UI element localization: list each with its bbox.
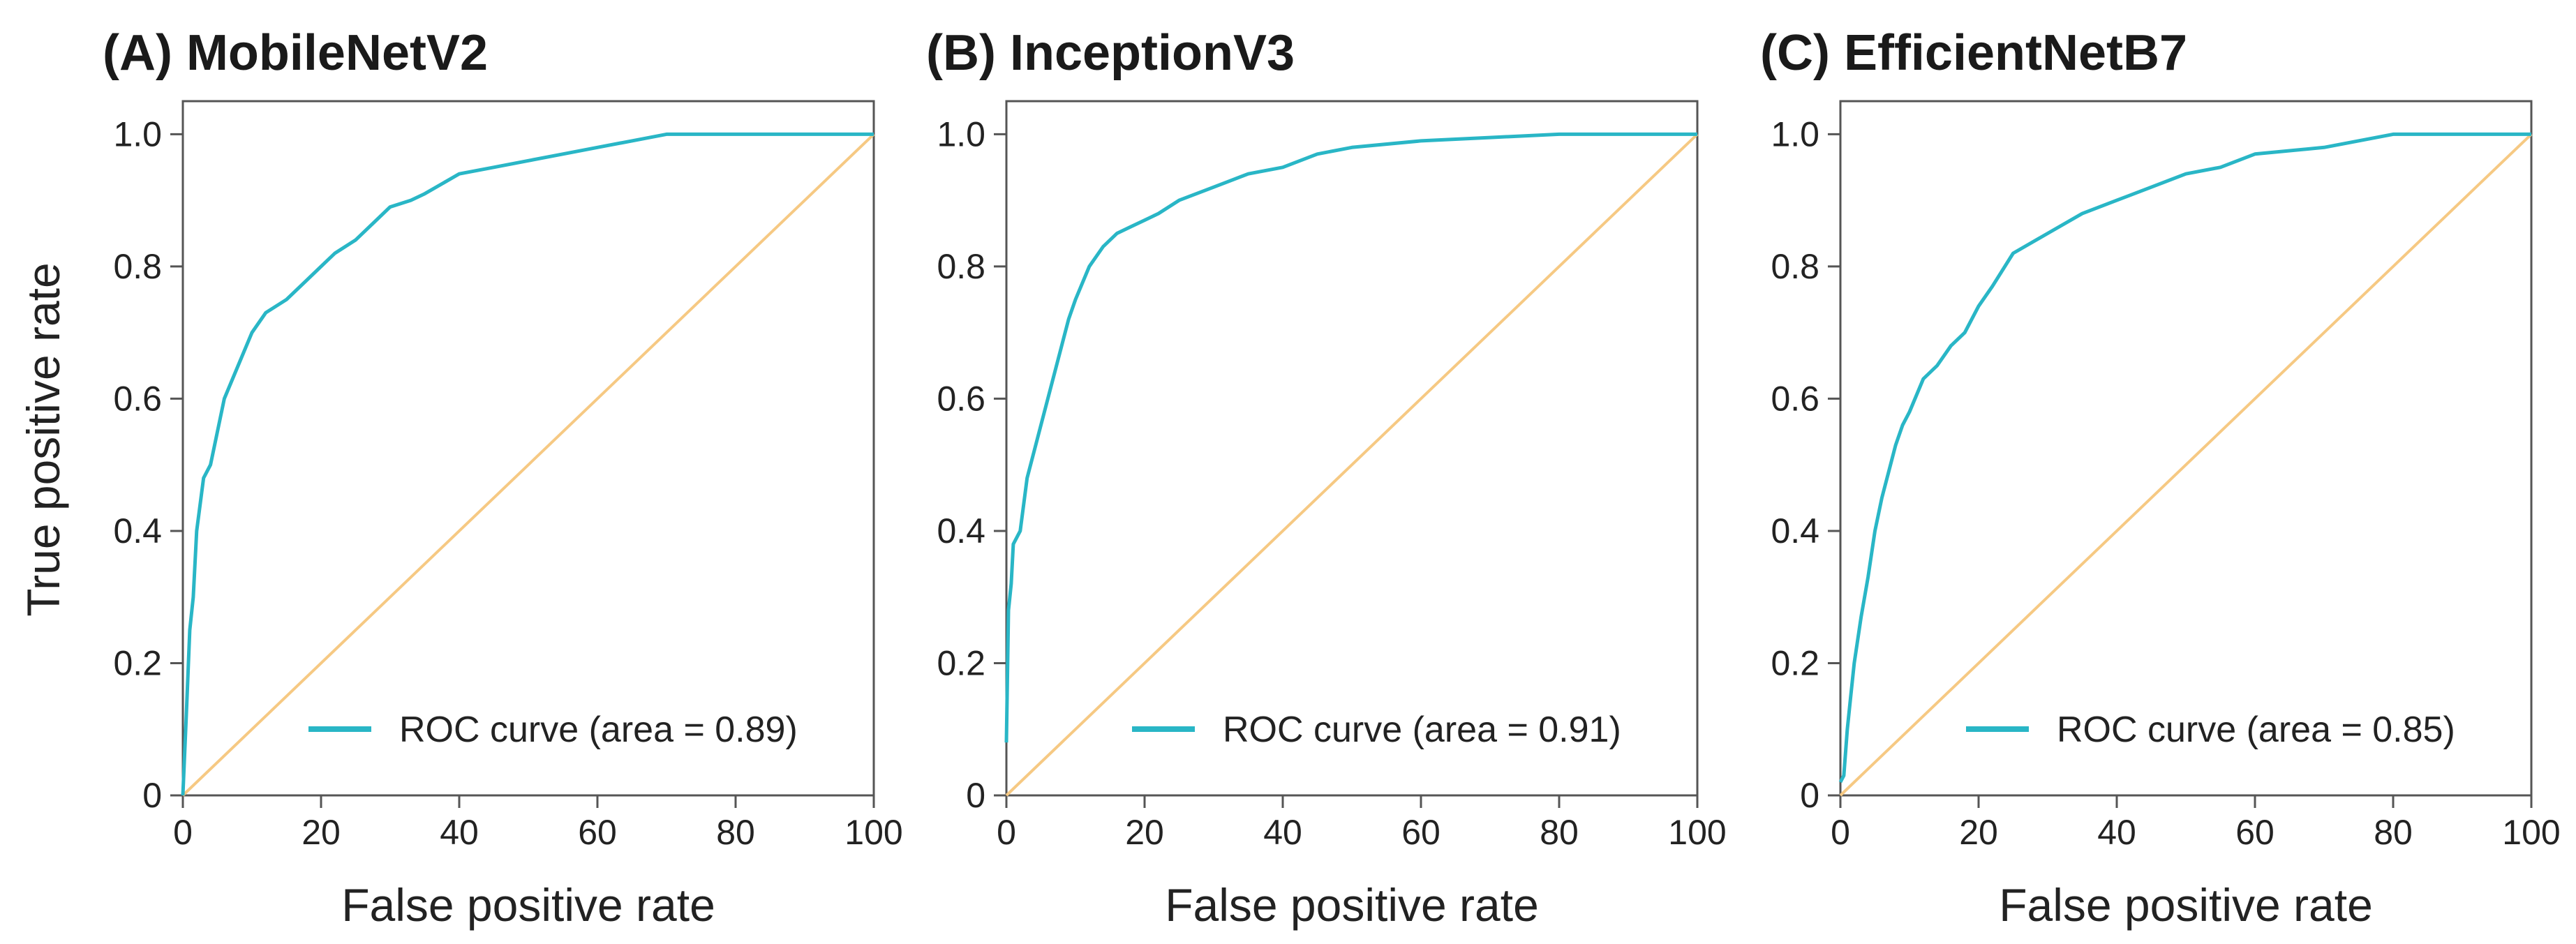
x-tick-label: 40 [440, 813, 479, 852]
x-tick-label: 60 [578, 813, 617, 852]
y-tick-label: 1.0 [937, 114, 985, 153]
y-tick-label: 0.4 [113, 511, 162, 550]
shared-y-axis-title: True positive rate [17, 262, 69, 616]
x-tick-label: 0 [173, 813, 193, 852]
plot-frame [1005, 100, 1699, 797]
x-tick-label: 20 [301, 813, 341, 852]
y-tick-label: 0.6 [1771, 379, 1819, 418]
chance-diagonal-line [181, 133, 875, 797]
x-tick-label: 0 [1831, 813, 1850, 852]
x-tick-label: 80 [2374, 813, 2413, 852]
x-axis-title: False positive rate [1999, 879, 2373, 931]
x-tick-label: 100 [1668, 813, 1726, 852]
y-tick-label: 0.4 [937, 511, 985, 550]
y-tick-label: 1.0 [1771, 114, 1819, 153]
x-tick-label: 40 [2097, 813, 2136, 852]
y-tick-label: 0.8 [1771, 247, 1819, 286]
y-tick-label: 0 [142, 776, 162, 815]
roc-curve-line [1004, 132, 1697, 743]
roc-curve-line [1838, 132, 2531, 784]
y-tick-label: 0 [966, 776, 985, 815]
y-tick-label: 0.6 [937, 379, 985, 418]
panel-title: (C) EfficientNetB7 [1760, 25, 2187, 81]
y-tick-label: 0.8 [937, 247, 985, 286]
y-tick-label: 0.2 [937, 643, 985, 682]
roc-curve-line [181, 132, 874, 796]
x-tick-label: 100 [2502, 813, 2560, 852]
chance-diagonal-line [1005, 133, 1699, 797]
x-tick-label: 60 [1401, 813, 1440, 852]
x-tick-label: 20 [1125, 813, 1164, 852]
x-axis-title: False positive rate [341, 879, 715, 931]
x-tick-label: 80 [1540, 813, 1579, 852]
y-tick-label: 1.0 [113, 114, 162, 153]
x-axis-title: False positive rate [1165, 879, 1539, 931]
x-tick-label: 60 [2235, 813, 2275, 852]
y-tick-label: 0.2 [1771, 643, 1819, 682]
y-tick-label: 0.6 [113, 379, 162, 418]
x-tick-label: 0 [997, 813, 1016, 852]
y-tick-label: 0.8 [113, 247, 162, 286]
x-tick-label: 20 [1959, 813, 1998, 852]
x-tick-label: 80 [716, 813, 755, 852]
legend-label: ROC curve (area = 0.85) [2057, 710, 2455, 750]
legend-label: ROC curve (area = 0.91) [1223, 710, 1621, 750]
roc-panel-1: (A) MobileNetV2 0 0.2 0.4 0.6 0.8 1.0 0 20 40 60 80… [103, 25, 903, 931]
chance-diagonal-line [1839, 133, 2533, 797]
x-tick-label: 40 [1263, 813, 1302, 852]
panel-title: (B) InceptionV3 [926, 25, 1295, 81]
plot-frame [181, 100, 875, 797]
roc-panel-3: (C) EfficientNetB7 0 0.2 0.4 0.6 0.8 1.0 0 20 40 6… [1760, 25, 2561, 931]
plot-frame [1839, 100, 2533, 797]
legend-label: ROC curve (area = 0.89) [399, 710, 798, 750]
y-tick-label: 0 [1800, 776, 1819, 815]
y-tick-label: 0.2 [113, 643, 162, 682]
y-tick-label: 0.4 [1771, 511, 1819, 550]
x-tick-label: 100 [844, 813, 902, 852]
roc-panel-2: (B) InceptionV3 0 0.2 0.4 0.6 0.8 1.0 0 20 40 60 80… [926, 25, 1727, 931]
panel-title: (A) MobileNetV2 [103, 25, 488, 81]
